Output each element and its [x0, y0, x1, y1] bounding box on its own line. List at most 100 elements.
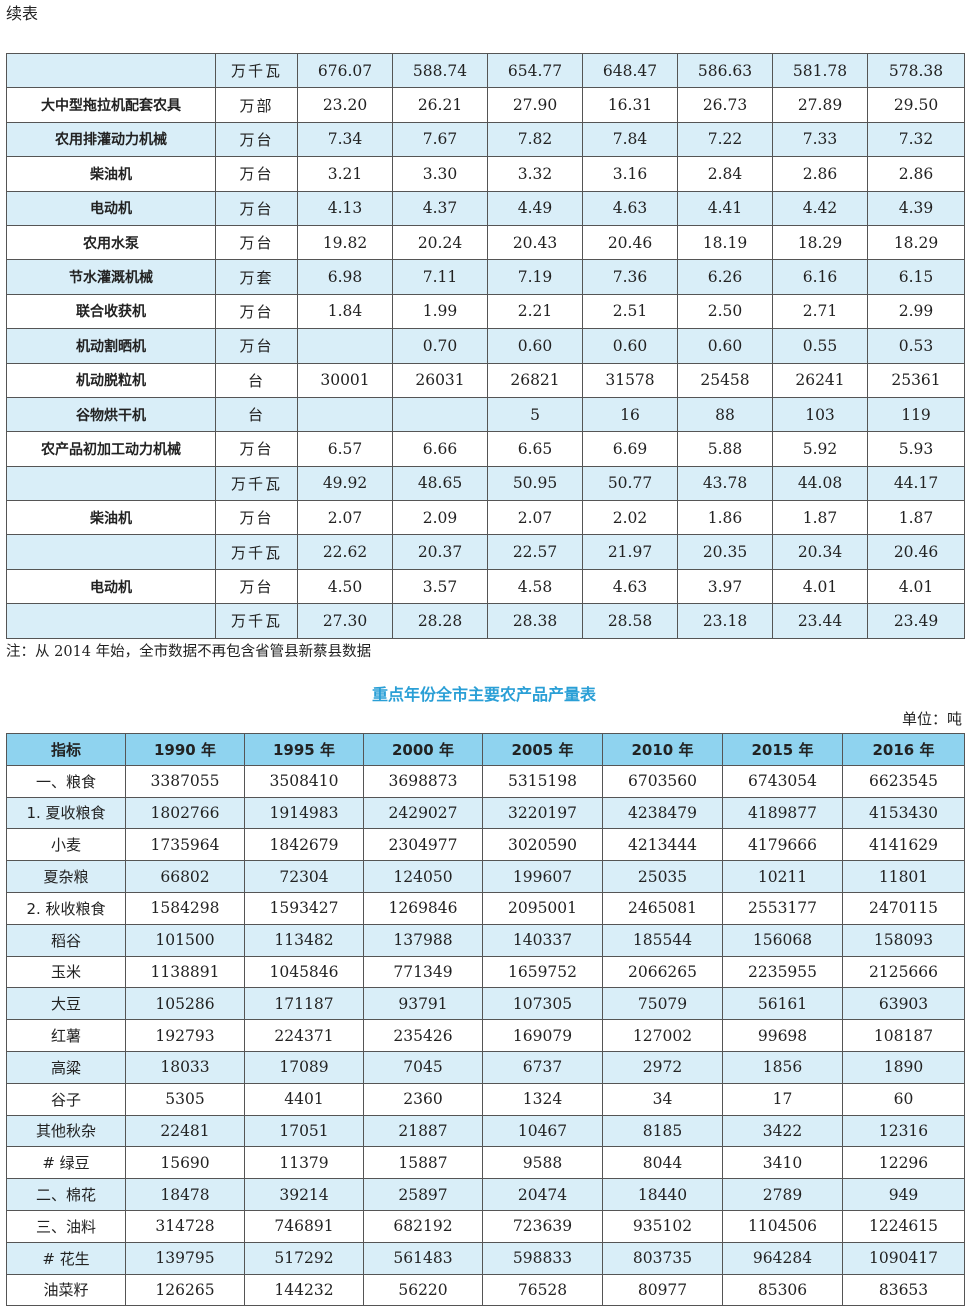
value-cell: 2066265 [602, 955, 723, 989]
value-cell: 25897 [363, 1178, 483, 1211]
value-cell: 18.29 [772, 224, 868, 261]
value-cell: 4.49 [487, 190, 583, 226]
value-cell: 10467 [482, 1114, 603, 1148]
value-cell: 682192 [363, 1209, 483, 1243]
table-row: 万千瓦 22.62 20.37 22.57 21.97 20.35 20.34 20.46 [6, 534, 965, 570]
value-cell: 1045846 [244, 955, 364, 989]
value-cell: 29.50 [867, 87, 965, 123]
table-row: 1. 夏收粮食 1802766 1914983 2429027 3220197 42384… [6, 796, 965, 830]
table-row: 一、粮食 3387055 3508410 3698873 5315198 6703560 6… [6, 764, 965, 798]
value-cell: 26.73 [677, 87, 773, 123]
value-cell: 21.97 [582, 534, 678, 570]
table-row: 万千瓦 49.92 48.65 50.95 50.77 43.78 44.08 44.17 [6, 465, 965, 502]
value-cell: 1659752 [482, 955, 603, 989]
value-cell: 7.32 [867, 121, 965, 158]
table-row: 三、油料 314728 746891 682192 723639 935102 110450… [6, 1209, 965, 1243]
column-header: 2005 年 [482, 733, 603, 766]
value-cell: 28.28 [392, 603, 488, 639]
indicator-cell: 1. 夏收粮食 [6, 796, 126, 830]
table-row: 万千瓦 676.07 588.74 654.77 648.47 586.63 581.78 5… [6, 52, 965, 89]
value-cell: 2553177 [722, 891, 843, 925]
value-cell: 44.17 [867, 465, 965, 502]
value-cell: 746891 [244, 1209, 364, 1243]
production-table-title: 重点年份全市主要农产品产量表 [371, 685, 596, 704]
value-cell: 25458 [677, 362, 773, 398]
value-cell: 2.07 [297, 500, 393, 536]
value-cell: 1584298 [125, 891, 245, 925]
value-cell: 11379 [244, 1146, 364, 1180]
indicator-cell: 2. 秋收粮食 [6, 891, 126, 925]
value-cell: 3387055 [125, 764, 245, 798]
indicator-cell: 小麦 [6, 828, 126, 862]
unit-cell: 万千瓦 [215, 603, 298, 639]
value-cell: 581.78 [772, 52, 868, 89]
value-cell: 2.21 [487, 293, 583, 330]
value-cell: 20.43 [487, 224, 583, 261]
item-name-cell: 电动机 [6, 568, 216, 605]
value-cell: 192793 [125, 1019, 245, 1052]
column-header: 1990 年 [125, 733, 245, 766]
value-cell: 140337 [482, 923, 603, 957]
value-cell: 2972 [602, 1050, 723, 1084]
table-row: 农用排灌动力机械 万台 7.34 7.67 7.82 7.84 7.22 7.33 7.32 [6, 121, 965, 158]
item-name-cell [6, 52, 216, 89]
value-cell: 935102 [602, 1209, 723, 1243]
value-cell: 3.97 [677, 568, 773, 605]
value-cell: 3.21 [297, 156, 393, 192]
value-cell: 1.86 [677, 500, 773, 536]
indicator-cell: 红薯 [6, 1019, 126, 1052]
value-cell: 1269846 [363, 891, 483, 925]
item-name-cell: 电动机 [6, 190, 216, 226]
indicator-cell: 大豆 [6, 987, 126, 1021]
value-cell: 3698873 [363, 764, 483, 798]
value-cell: 126265 [125, 1273, 245, 1307]
value-cell: 0.55 [772, 328, 868, 364]
value-cell: 4179666 [722, 828, 843, 862]
value-cell: 20474 [482, 1178, 603, 1211]
item-name-cell: 机动脱粒机 [6, 362, 216, 398]
value-cell: 56220 [363, 1273, 483, 1307]
value-cell: 5.88 [677, 431, 773, 467]
indicator-cell: 一、粮食 [6, 764, 126, 798]
value-cell: 3.57 [392, 568, 488, 605]
indicator-cell: 夏杂粮 [6, 860, 126, 893]
value-cell: 23.20 [297, 87, 393, 123]
value-cell: 4153430 [842, 796, 965, 830]
value-cell: 2429027 [363, 796, 483, 830]
value-cell: 105286 [125, 987, 245, 1021]
value-cell: 12316 [842, 1114, 965, 1148]
value-cell: 2.02 [582, 500, 678, 536]
value-cell: 6743054 [722, 764, 843, 798]
unit-cell: 万千瓦 [215, 52, 298, 89]
value-cell: 49.92 [297, 465, 393, 502]
unit-cell: 万台 [215, 568, 298, 605]
value-cell: 80977 [602, 1273, 723, 1307]
value-cell: 25035 [602, 860, 723, 893]
value-cell: 50.95 [487, 465, 583, 502]
value-cell: 17089 [244, 1050, 364, 1084]
table-row: 高粱 18033 17089 7045 6737 2972 1856 1890 [6, 1050, 965, 1084]
table-row: 稻谷 101500 113482 137988 140337 185544 156068 15… [6, 923, 965, 957]
value-cell: 4.58 [487, 568, 583, 605]
value-cell: 5305 [125, 1082, 245, 1116]
value-cell: 2125666 [842, 955, 965, 989]
value-cell: 1842679 [244, 828, 364, 862]
value-cell: 6623545 [842, 764, 965, 798]
table-note: 注：从 2014 年始，全市数据不再包含省管县新蔡县数据 [6, 644, 372, 660]
value-cell: 3.30 [392, 156, 488, 192]
value-cell: 6.69 [582, 431, 678, 467]
indicator-cell: 其他秋杂 [6, 1114, 126, 1148]
value-cell: 2.07 [487, 500, 583, 536]
value-cell: 314728 [125, 1209, 245, 1243]
value-cell: 2470115 [842, 891, 965, 925]
table-row: # 绿豆 15690 11379 15887 9588 8044 3410 12296 [6, 1146, 965, 1180]
value-cell: 144232 [244, 1273, 364, 1307]
value-cell: 2235955 [722, 955, 843, 989]
value-cell: 1224615 [842, 1209, 965, 1243]
value-cell [297, 396, 393, 433]
table-row: 谷子 5305 4401 2360 1324 34 17 60 [6, 1082, 965, 1116]
value-cell: 4.41 [677, 190, 773, 226]
table-row: 节水灌溉机械 万套 6.98 7.11 7.19 7.36 6.26 6.16 6.15 [6, 259, 965, 295]
value-cell: 4141629 [842, 828, 965, 862]
value-cell: 76528 [482, 1273, 603, 1307]
